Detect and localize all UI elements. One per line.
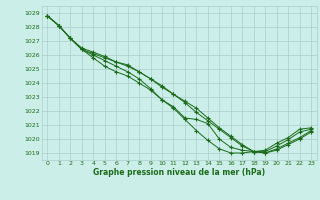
X-axis label: Graphe pression niveau de la mer (hPa): Graphe pression niveau de la mer (hPa) [93, 168, 265, 177]
